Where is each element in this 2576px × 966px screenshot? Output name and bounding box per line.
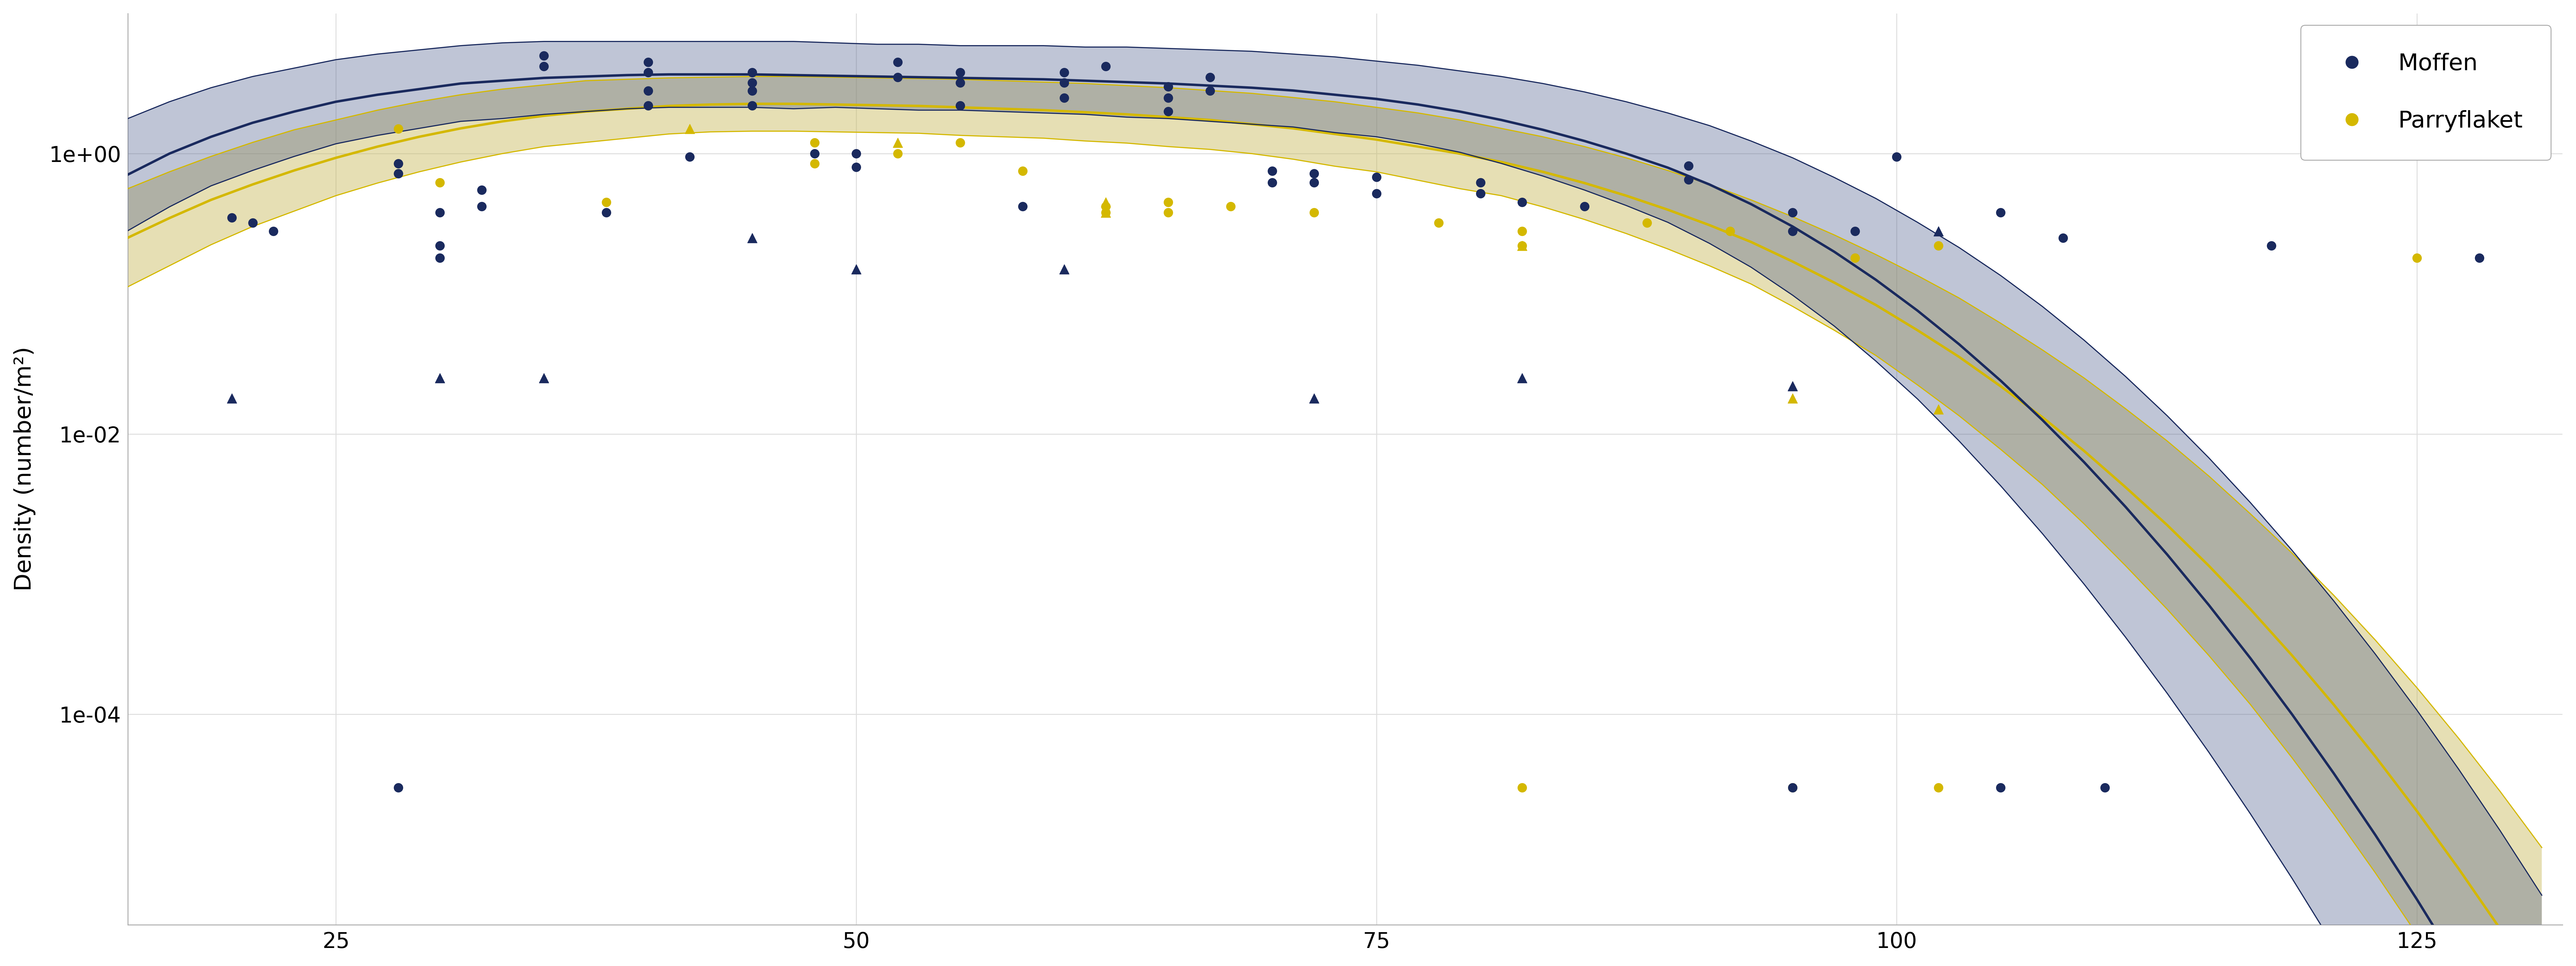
Legend: Moffen, Parryflaket: Moffen, Parryflaket xyxy=(2300,25,2550,160)
Y-axis label: Density (number/m²): Density (number/m²) xyxy=(13,347,36,591)
